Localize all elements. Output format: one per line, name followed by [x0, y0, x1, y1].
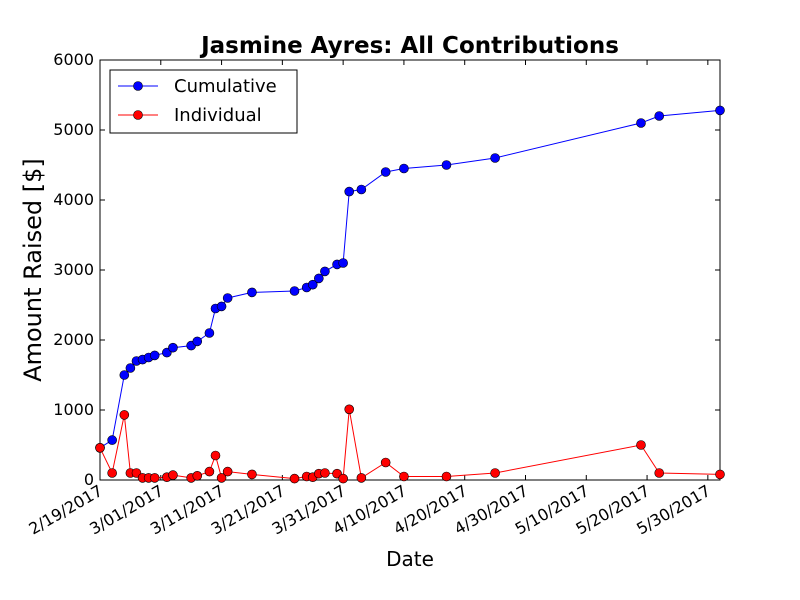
- data-point-cumulative: [380, 167, 391, 177]
- data-point-cumulative: [399, 163, 409, 174]
- data-point-individual: [356, 473, 367, 483]
- data-point-cumulative: [247, 287, 257, 298]
- data-point-cumulative: [119, 370, 130, 380]
- data-point-individual: [192, 470, 203, 481]
- data-point-individual: [320, 468, 330, 478]
- data-point-cumulative: [356, 184, 367, 195]
- chart-title: Jasmine Ayres: All Contributions: [199, 33, 619, 59]
- y-tick-label: 1000: [53, 400, 94, 419]
- data-point-individual: [344, 404, 355, 415]
- y-tick-label: 6000: [53, 50, 94, 69]
- data-point-individual: [715, 469, 725, 480]
- data-point-individual: [654, 468, 665, 478]
- legend: Cumulative Individual: [109, 69, 298, 134]
- y-tick-label: 0: [84, 470, 94, 489]
- data-point-individual: [149, 473, 160, 483]
- data-point-cumulative: [289, 286, 300, 296]
- data-point-cumulative: [320, 266, 330, 277]
- series-layer: [95, 105, 725, 484]
- data-point-individual: [107, 468, 117, 478]
- data-point-cumulative: [149, 350, 160, 361]
- data-point-individual: [222, 466, 233, 477]
- legend-marker-cumulative: [133, 81, 143, 91]
- data-point-cumulative: [344, 186, 355, 197]
- y-tick-label: 5000: [53, 120, 94, 139]
- data-point-individual: [289, 473, 300, 484]
- legend-marker-individual: [133, 110, 143, 120]
- data-point-individual: [168, 470, 178, 480]
- data-point-individual: [399, 471, 409, 482]
- y-tick-label: 4000: [53, 190, 94, 209]
- data-point-individual: [441, 471, 452, 482]
- legend-box: [109, 69, 298, 134]
- data-point-cumulative: [441, 160, 452, 170]
- data-point-individual: [210, 450, 221, 461]
- x-axis-label: Date: [386, 547, 434, 571]
- data-point-cumulative: [222, 293, 233, 303]
- data-point-individual: [204, 466, 215, 477]
- data-point-individual: [490, 468, 500, 478]
- y-axis: 0 1000 2000 3000 4000 5000 6000: [53, 50, 720, 489]
- data-point-cumulative: [192, 336, 203, 347]
- y-tick-label: 2000: [53, 330, 94, 349]
- data-point-individual: [95, 442, 105, 453]
- data-point-cumulative: [216, 301, 227, 312]
- data-point-cumulative: [636, 118, 646, 128]
- data-point-individual: [119, 410, 130, 420]
- data-point-cumulative: [490, 153, 500, 163]
- y-axis-label: Amount Raised [$]: [19, 158, 47, 382]
- legend-label-individual: Individual: [174, 105, 262, 126]
- data-point-cumulative: [654, 111, 665, 121]
- data-point-cumulative: [168, 342, 178, 353]
- data-point-cumulative: [125, 363, 136, 373]
- legend-label-cumulative: Cumulative: [174, 76, 277, 97]
- y-tick-label: 3000: [53, 260, 94, 279]
- data-point-cumulative: [715, 105, 725, 116]
- data-point-individual: [636, 440, 646, 450]
- data-point-individual: [247, 469, 257, 480]
- data-point-cumulative: [338, 258, 348, 268]
- data-point-cumulative: [107, 435, 117, 445]
- data-point-cumulative: [314, 273, 324, 284]
- data-point-individual: [380, 457, 391, 468]
- data-point-cumulative: [204, 328, 215, 338]
- data-point-cumulative: [307, 279, 318, 290]
- data-point-individual: [338, 473, 348, 484]
- data-point-individual: [216, 473, 227, 483]
